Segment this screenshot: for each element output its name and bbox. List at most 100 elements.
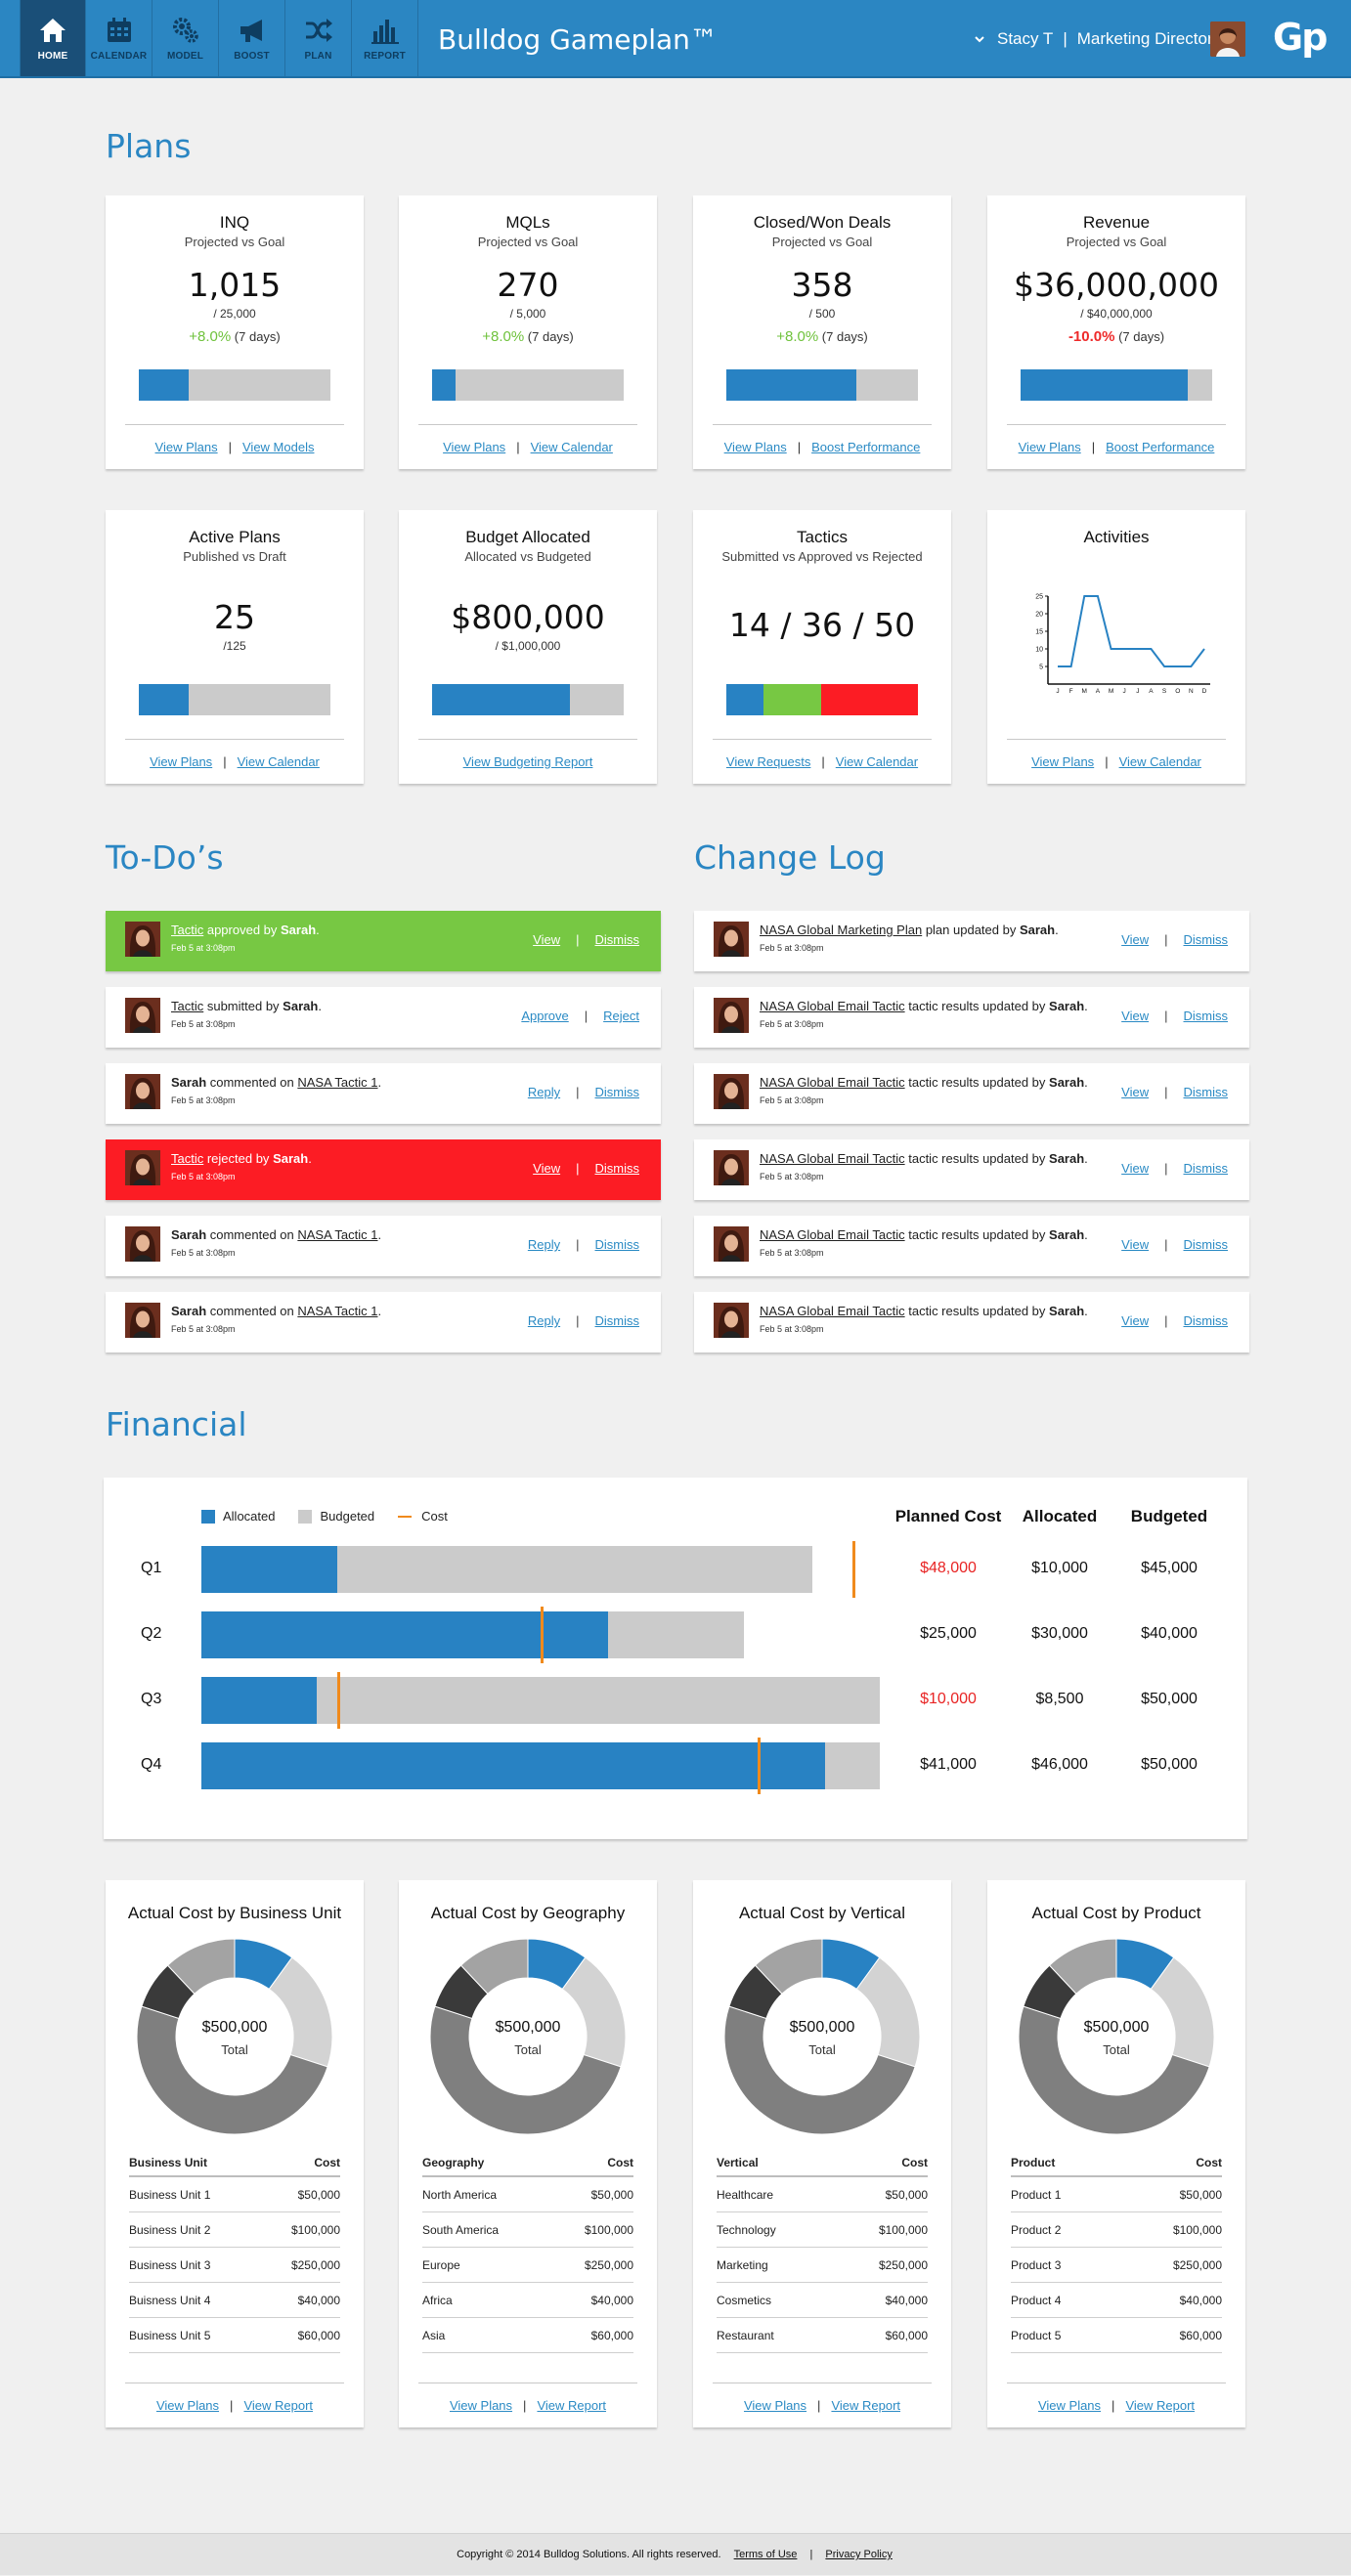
dismiss-button[interactable]: Dismiss — [594, 1161, 640, 1176]
reply-button[interactable]: Reply — [527, 1085, 561, 1099]
reply-button[interactable]: Reply — [527, 1313, 561, 1328]
view-button[interactable]: View — [1121, 1085, 1150, 1099]
card-links: View Plans | View Report — [693, 2398, 951, 2413]
reject-button[interactable]: Reject — [603, 1009, 639, 1023]
view-calendar-link[interactable]: View Calendar — [237, 754, 320, 769]
progress-bar — [726, 369, 918, 401]
view-report-link[interactable]: View Report — [1125, 2398, 1196, 2413]
link-separator: | — [817, 2398, 821, 2413]
item-link[interactable]: Tactic — [171, 923, 204, 937]
card-subtitle: Projected vs Goal — [1066, 235, 1167, 249]
gp-logo[interactable]: Gp — [1273, 16, 1328, 59]
item-link[interactable]: NASA Tactic 1 — [297, 1227, 378, 1242]
dismiss-button[interactable]: Dismiss — [1183, 1085, 1229, 1099]
item-link[interactable]: NASA Tactic 1 — [297, 1304, 378, 1318]
dismiss-button[interactable]: Dismiss — [1183, 1161, 1229, 1176]
view-report-link[interactable]: View Report — [831, 2398, 901, 2413]
financial-card: Allocated Budgeted Cost Planned Cost All… — [104, 1478, 1247, 1839]
item-link[interactable]: NASA Global Email Tactic — [760, 1075, 905, 1090]
view-button[interactable]: View — [533, 1161, 561, 1176]
dismiss-button[interactable]: Dismiss — [1183, 932, 1229, 947]
view-button[interactable]: View — [1121, 1161, 1150, 1176]
row-cost: $40,000 — [297, 2293, 340, 2307]
item-link[interactable]: Tactic — [171, 1151, 204, 1166]
view-button[interactable]: View — [1121, 1313, 1150, 1328]
view-calendar-link[interactable]: View Calendar — [530, 440, 613, 454]
boost-performance-link[interactable]: Boost Performance — [1106, 440, 1215, 454]
view-report-link[interactable]: View Report — [243, 2398, 314, 2413]
dismiss-button[interactable]: Dismiss — [1183, 1313, 1229, 1328]
item-link[interactable]: Tactic — [171, 999, 204, 1013]
view-plans-link[interactable]: View Plans — [1018, 440, 1081, 454]
card-divider — [125, 424, 344, 425]
view-models-link[interactable]: View Models — [242, 440, 315, 454]
approve-button[interactable]: Approve — [521, 1009, 569, 1023]
dismiss-button[interactable]: Dismiss — [594, 1237, 640, 1252]
boost-performance-link[interactable]: Boost Performance — [811, 440, 921, 454]
user-avatar[interactable] — [1210, 21, 1245, 57]
view-plans-link[interactable]: View Plans — [449, 2398, 513, 2413]
dismiss-button[interactable]: Dismiss — [1183, 1237, 1229, 1252]
link-separator: | — [230, 2398, 234, 2413]
item-timestamp: Feb 5 at 3:08pm — [171, 943, 236, 953]
avatar-photo-icon — [1210, 21, 1245, 57]
view-requests-link[interactable]: View Requests — [725, 754, 811, 769]
view-budgeting-report-link[interactable]: View Budgeting Report — [462, 754, 593, 769]
item-end: . — [318, 999, 322, 1013]
nav-boost[interactable]: BOOST — [219, 0, 285, 76]
nav-model[interactable]: MODEL — [153, 0, 219, 76]
view-plans-link[interactable]: View Plans — [1037, 2398, 1102, 2413]
view-calendar-link[interactable]: View Calendar — [1118, 754, 1201, 769]
plan-card-inq: INQ Projected vs Goal 1,015 / 25,000 +8.0% (… — [106, 195, 364, 469]
nav-calendar[interactable]: CALENDAR — [86, 0, 153, 76]
dismiss-button[interactable]: Dismiss — [594, 1085, 640, 1099]
quarter-bar — [201, 1611, 745, 1658]
dismiss-button[interactable]: Dismiss — [594, 932, 640, 947]
item-link[interactable]: NASA Global Marketing Plan — [760, 923, 923, 937]
user-menu[interactable]: Stacy T | Marketing Director — [974, 29, 1213, 49]
view-plans-link[interactable]: View Plans — [1031, 754, 1095, 769]
view-button[interactable]: View — [1121, 1009, 1150, 1023]
card-divider — [418, 739, 637, 740]
row-cost: $250,000 — [584, 2257, 633, 2272]
view-plans-link[interactable]: View Plans — [743, 2398, 807, 2413]
quarter-label: Q1 — [141, 1560, 162, 1576]
card-title: Active Plans — [189, 528, 281, 546]
view-plans-link[interactable]: View Plans — [150, 754, 213, 769]
allocated-bar — [201, 1611, 609, 1658]
reply-button[interactable]: Reply — [527, 1237, 561, 1252]
legend-allocated: Allocated — [201, 1509, 275, 1524]
item-link[interactable]: NASA Global Email Tactic — [760, 1151, 905, 1166]
view-button[interactable]: View — [533, 932, 561, 947]
view-plans-link[interactable]: View Plans — [154, 440, 218, 454]
nav-report[interactable]: REPORT — [352, 0, 418, 76]
quarter-bar — [201, 1677, 880, 1724]
nav-plan[interactable]: PLAN — [285, 0, 352, 76]
row-cost: $60,000 — [297, 2328, 340, 2342]
donut-center: $500,000 Total — [430, 2019, 626, 2057]
view-plans-link[interactable]: View Plans — [155, 2398, 220, 2413]
view-calendar-link[interactable]: View Calendar — [835, 754, 919, 769]
view-button[interactable]: View — [1121, 932, 1150, 947]
view-plans-link[interactable]: View Plans — [723, 440, 787, 454]
table-row: Business Unit 3 $250,000 — [129, 2248, 340, 2283]
terms-link[interactable]: Terms of Use — [733, 2549, 798, 2560]
user-separator: | — [1063, 29, 1068, 48]
item-link[interactable]: NASA Tactic 1 — [297, 1075, 378, 1090]
dismiss-button[interactable]: Dismiss — [1183, 1009, 1229, 1023]
card-subtitle: Projected vs Goal — [184, 235, 285, 249]
nav-home[interactable]: HOME — [20, 0, 86, 76]
item-link[interactable]: NASA Global Email Tactic — [760, 1227, 905, 1242]
privacy-link[interactable]: Privacy Policy — [825, 2549, 893, 2560]
view-plans-link[interactable]: View Plans — [443, 440, 506, 454]
item-end: . — [1084, 1304, 1088, 1318]
view-button[interactable]: View — [1121, 1237, 1150, 1252]
item-link[interactable]: NASA Global Email Tactic — [760, 999, 905, 1013]
view-report-link[interactable]: View Report — [537, 2398, 607, 2413]
avatar — [714, 998, 749, 1033]
donut-total-value: $500,000 — [201, 2019, 268, 2036]
item-link[interactable]: NASA Global Email Tactic — [760, 1304, 905, 1318]
legend-cost: Cost — [398, 1509, 448, 1524]
dismiss-button[interactable]: Dismiss — [594, 1313, 640, 1328]
link-separator: | — [1091, 440, 1096, 454]
